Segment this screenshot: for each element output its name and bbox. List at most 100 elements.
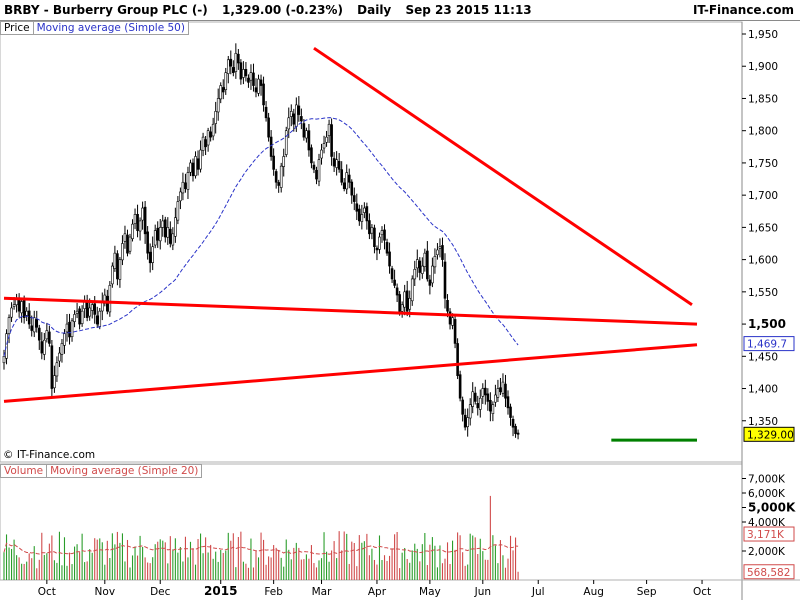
candle-up	[335, 159, 338, 168]
candle-up	[438, 246, 442, 249]
legend-price[interactable]: Price	[0, 21, 34, 35]
candle-up	[289, 111, 293, 117]
price-tick-label: 1,700	[748, 190, 778, 202]
candle-down	[292, 113, 296, 125]
price-last-value-label: 1,469.7	[747, 339, 787, 351]
candle-up	[421, 265, 424, 274]
candle-up	[123, 233, 127, 242]
price-panel	[0, 21, 743, 463]
chart-period[interactable]: Daily	[357, 3, 392, 17]
candle-up	[118, 259, 122, 280]
candle-up	[158, 227, 162, 242]
candle-up	[403, 291, 406, 308]
candle-down	[509, 406, 512, 418]
candle-down	[184, 182, 187, 190]
candle-up	[219, 85, 223, 100]
candle-up	[325, 136, 328, 143]
candle-up	[189, 162, 192, 173]
legend-moving-average-50[interactable]: Moving average (Simple 50)	[33, 21, 189, 35]
candle-up	[345, 172, 349, 190]
candle-up	[151, 246, 154, 263]
instrument-name: BRBY - Burberry Group PLC (-)	[4, 3, 208, 17]
candle-down	[22, 298, 26, 318]
candle-down	[204, 139, 207, 148]
price-tick-label: 1,750	[748, 158, 778, 170]
candle-up	[166, 227, 170, 238]
candle-up	[257, 78, 260, 94]
candle-down	[418, 260, 422, 273]
candle-down	[375, 247, 379, 251]
candle-down	[163, 219, 167, 238]
candle-down	[277, 182, 280, 186]
price-tick-label: 1,900	[748, 61, 778, 73]
candle-up	[400, 304, 404, 312]
candle-up	[468, 404, 472, 419]
candle-down	[262, 83, 265, 106]
candle-up	[317, 159, 321, 182]
candle-up	[408, 297, 412, 310]
candle-down	[458, 374, 462, 399]
candle-up	[141, 207, 144, 221]
candle-down	[456, 343, 459, 376]
candle-up	[287, 117, 291, 130]
price-tick-label: 1,450	[748, 351, 778, 363]
candle-up	[65, 323, 69, 333]
candle-up	[45, 330, 49, 340]
candle-up	[451, 317, 454, 326]
candle-up	[7, 317, 11, 335]
legend-moving-average-20[interactable]: Moving average (Simple 20)	[47, 464, 203, 478]
candle-up	[360, 214, 364, 222]
trendline-3	[313, 46, 693, 306]
x-tick-label: Mar	[312, 586, 332, 598]
volume-last-value-label: 568,582	[747, 567, 790, 579]
price-last-value-label: 1,329.00	[747, 429, 794, 441]
candle-down	[272, 155, 275, 170]
volume-last-value-box	[743, 564, 795, 580]
candle-down	[232, 67, 235, 73]
volume-legend: Volume Moving average (Simple 20)	[0, 464, 203, 478]
candle-down	[448, 311, 452, 325]
moving-average-50-line	[3, 117, 519, 357]
candle-up	[327, 123, 331, 136]
candle-up	[138, 220, 142, 232]
candle-down	[274, 171, 278, 183]
candle-down	[499, 387, 502, 393]
candle-up	[12, 304, 16, 307]
candle-up	[481, 388, 485, 397]
candle-up	[133, 214, 137, 224]
candle-up	[128, 236, 132, 252]
candle-up	[380, 230, 384, 236]
candle-up	[194, 156, 197, 177]
candle-down	[302, 123, 306, 138]
price-legend: Price Moving average (Simple 50)	[0, 21, 189, 35]
candle-down	[347, 174, 351, 183]
candle-down	[267, 117, 270, 138]
candle-up	[370, 227, 374, 234]
brand-name[interactable]: IT-Finance.com	[692, 3, 794, 17]
trendline-1	[3, 296, 698, 326]
candle-down	[484, 387, 487, 396]
candle-down	[269, 136, 273, 157]
candle-down	[143, 206, 147, 235]
candle-down	[395, 287, 399, 296]
candle-up	[431, 265, 434, 284]
volume-last-value-label: 3,171K	[747, 529, 785, 541]
legend-volume[interactable]: Volume	[0, 464, 48, 478]
candle-down	[337, 160, 341, 170]
candle-up	[242, 69, 245, 78]
candle-down	[489, 399, 492, 412]
candle-up	[282, 156, 286, 167]
candle-up	[284, 130, 288, 155]
candle-up	[20, 301, 23, 314]
candle-down	[254, 87, 258, 93]
candle-down	[68, 321, 71, 338]
candle-down	[398, 294, 401, 312]
price-tick-label: 1,650	[748, 222, 778, 234]
candle-down	[473, 392, 477, 402]
candle-down	[307, 130, 311, 151]
candle-up	[494, 394, 497, 403]
candle-down	[443, 261, 447, 299]
candle-up	[176, 201, 180, 221]
candle-down	[330, 124, 333, 157]
